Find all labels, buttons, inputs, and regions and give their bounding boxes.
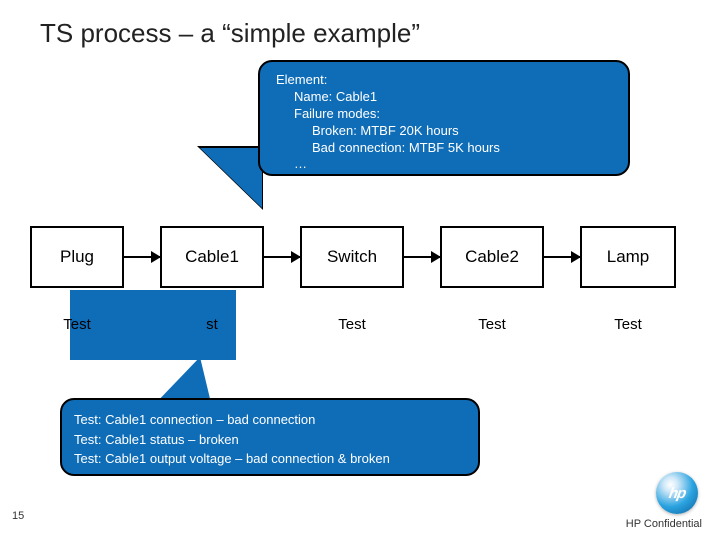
callout-line: Element: [276,72,614,89]
chain-node-switch: Switch [300,226,404,288]
callout-line: Test: Cable1 output voltage – bad connec… [74,449,466,469]
tests-row: Test st Test Test Test [30,310,690,338]
chain-node-lamp: Lamp [580,226,676,288]
callout-line: Test: Cable1 connection – bad connection [74,410,466,430]
hp-logo-text: hp [667,485,686,502]
slide: TS process – a “simple example” Element:… [0,0,720,540]
callout-tests-list: Test: Cable1 connection – bad connection… [60,398,480,476]
spacer [264,310,300,338]
arrow-icon [544,256,580,258]
callout-line: Failure modes: [294,106,614,123]
test-label: Test [440,310,544,338]
callout-line: Name: Cable1 [294,89,614,106]
footer-confidential: HP Confidential [626,518,702,530]
callout-element-details: Element:Name: Cable1Failure modes:Broken… [258,60,630,176]
chain-node-cable1: Cable1 [160,226,264,288]
test-label: st [160,310,264,338]
arrow-icon [124,256,160,258]
flow-chain: Plug Cable1 Switch Cable2 Lamp [30,224,690,290]
callout-line: Test: Cable1 status – broken [74,430,466,450]
hp-logo: hp [656,472,698,514]
test-label: Test [300,310,404,338]
callout-line: … [294,156,614,173]
test-label: Test [30,310,124,338]
chain-node-plug: Plug [30,226,124,288]
slide-title: TS process – a “simple example” [40,18,420,49]
test-label: Test [580,310,676,338]
callout-top-tail [200,148,262,208]
spacer [404,310,440,338]
spacer [124,310,160,338]
callout-line: Bad connection: MTBF 5K hours [312,140,614,157]
page-number: 15 [12,510,24,522]
chain-node-cable2: Cable2 [440,226,544,288]
arrow-icon [264,256,300,258]
callout-line: Broken: MTBF 20K hours [312,123,614,140]
spacer [544,310,580,338]
arrow-icon [404,256,440,258]
